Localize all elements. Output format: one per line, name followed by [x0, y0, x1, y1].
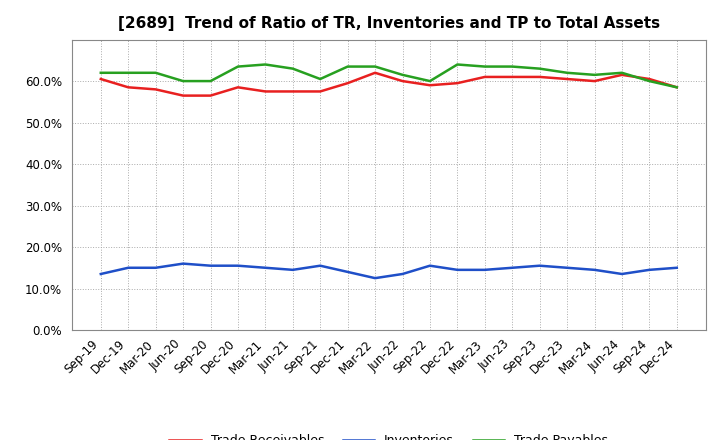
Inventories [453, 267, 462, 272]
Trade Receivables [508, 74, 516, 80]
Trade Payables [151, 70, 160, 75]
Trade Payables [179, 78, 187, 84]
Title: [2689]  Trend of Ratio of TR, Inventories and TP to Total Assets: [2689] Trend of Ratio of TR, Inventories… [118, 16, 660, 32]
Trade Payables [316, 77, 325, 82]
Trade Payables [398, 72, 407, 77]
Trade Receivables [480, 74, 489, 80]
Inventories [563, 265, 572, 271]
Inventories [426, 263, 434, 268]
Inventories [672, 265, 681, 271]
Trade Payables [536, 66, 544, 71]
Inventories [343, 269, 352, 275]
Trade Receivables [233, 84, 242, 90]
Trade Payables [206, 78, 215, 84]
Trade Payables [645, 78, 654, 84]
Trade Receivables [371, 70, 379, 75]
Trade Receivables [343, 81, 352, 86]
Trade Payables [672, 84, 681, 90]
Trade Receivables [645, 77, 654, 82]
Inventories [480, 267, 489, 272]
Inventories [618, 271, 626, 277]
Inventories [179, 261, 187, 266]
Trade Receivables [124, 84, 132, 90]
Inventories [645, 267, 654, 272]
Trade Receivables [590, 78, 599, 84]
Inventories [233, 263, 242, 268]
Trade Payables [371, 64, 379, 69]
Inventories [316, 263, 325, 268]
Inventories [261, 265, 270, 271]
Legend: Trade Receivables, Inventories, Trade Payables: Trade Receivables, Inventories, Trade Pa… [164, 429, 613, 440]
Trade Receivables [398, 78, 407, 84]
Trade Receivables [672, 84, 681, 90]
Trade Receivables [151, 87, 160, 92]
Line: Trade Payables: Trade Payables [101, 65, 677, 87]
Trade Receivables [316, 89, 325, 94]
Inventories [124, 265, 132, 271]
Inventories [590, 267, 599, 272]
Trade Payables [590, 72, 599, 77]
Trade Payables [96, 70, 105, 75]
Trade Payables [124, 70, 132, 75]
Trade Receivables [261, 89, 270, 94]
Trade Payables [508, 64, 516, 69]
Trade Payables [233, 64, 242, 69]
Trade Receivables [618, 72, 626, 77]
Trade Receivables [96, 77, 105, 82]
Inventories [536, 263, 544, 268]
Inventories [371, 275, 379, 281]
Trade Receivables [206, 93, 215, 98]
Inventories [151, 265, 160, 271]
Inventories [508, 265, 516, 271]
Line: Inventories: Inventories [101, 264, 677, 278]
Trade Receivables [563, 77, 572, 82]
Trade Receivables [179, 93, 187, 98]
Inventories [289, 267, 297, 272]
Trade Receivables [426, 83, 434, 88]
Trade Receivables [453, 81, 462, 86]
Trade Payables [480, 64, 489, 69]
Trade Payables [453, 62, 462, 67]
Trade Receivables [536, 74, 544, 80]
Trade Payables [618, 70, 626, 75]
Trade Payables [563, 70, 572, 75]
Trade Payables [343, 64, 352, 69]
Trade Payables [426, 78, 434, 84]
Trade Payables [289, 66, 297, 71]
Inventories [398, 271, 407, 277]
Inventories [96, 271, 105, 277]
Inventories [206, 263, 215, 268]
Trade Payables [261, 62, 270, 67]
Trade Receivables [289, 89, 297, 94]
Line: Trade Receivables: Trade Receivables [101, 73, 677, 95]
